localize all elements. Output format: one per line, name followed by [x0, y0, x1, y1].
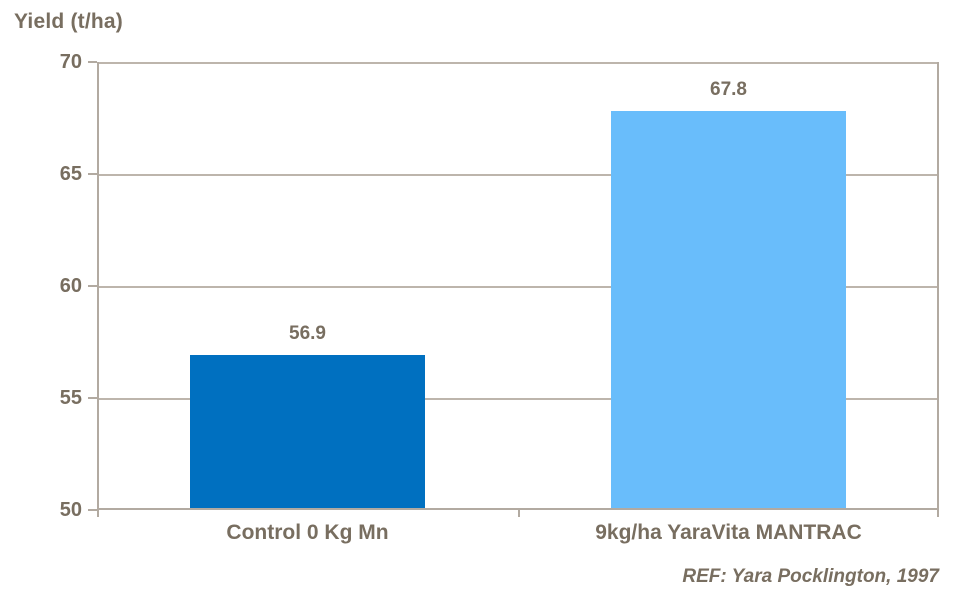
gridline-55	[99, 398, 937, 400]
y-axis-tick-label-70: 70	[59, 51, 82, 73]
y-axis-tick-label-60: 60	[59, 275, 82, 297]
reference-note: REF: Yara Pocklington, 1997	[682, 566, 939, 587]
x-axis-tick-mark	[937, 510, 939, 517]
x-axis-category-label-0: Control 0 Kg Mn	[226, 521, 389, 544]
y-axis-tick-mark	[88, 285, 97, 287]
y-axis-tick-mark	[88, 397, 97, 399]
y-axis-tick-mark	[88, 509, 97, 511]
bar-0	[190, 355, 425, 508]
bar-value-label-1: 67.8	[710, 79, 747, 101]
x-axis-tick-mark	[97, 510, 99, 517]
y-axis-tick-label-65: 65	[59, 163, 82, 185]
gridline-70	[99, 62, 937, 64]
chart-title: Yield (t/ha)	[14, 10, 123, 33]
x-axis-category-label-1: 9kg/ha YaraVita MANTRAC	[595, 521, 862, 544]
y-axis-tick-mark	[88, 61, 97, 63]
y-axis-tick-mark	[88, 173, 97, 175]
bar-value-label-0: 56.9	[289, 323, 326, 345]
plot-area	[97, 62, 939, 510]
bar-1	[611, 111, 846, 508]
x-axis-tick-mark	[518, 510, 520, 517]
gridline-60	[99, 286, 937, 288]
gridline-65	[99, 174, 937, 176]
y-axis-tick-label-50: 50	[59, 499, 82, 521]
y-axis-tick-label-55: 55	[59, 387, 82, 409]
